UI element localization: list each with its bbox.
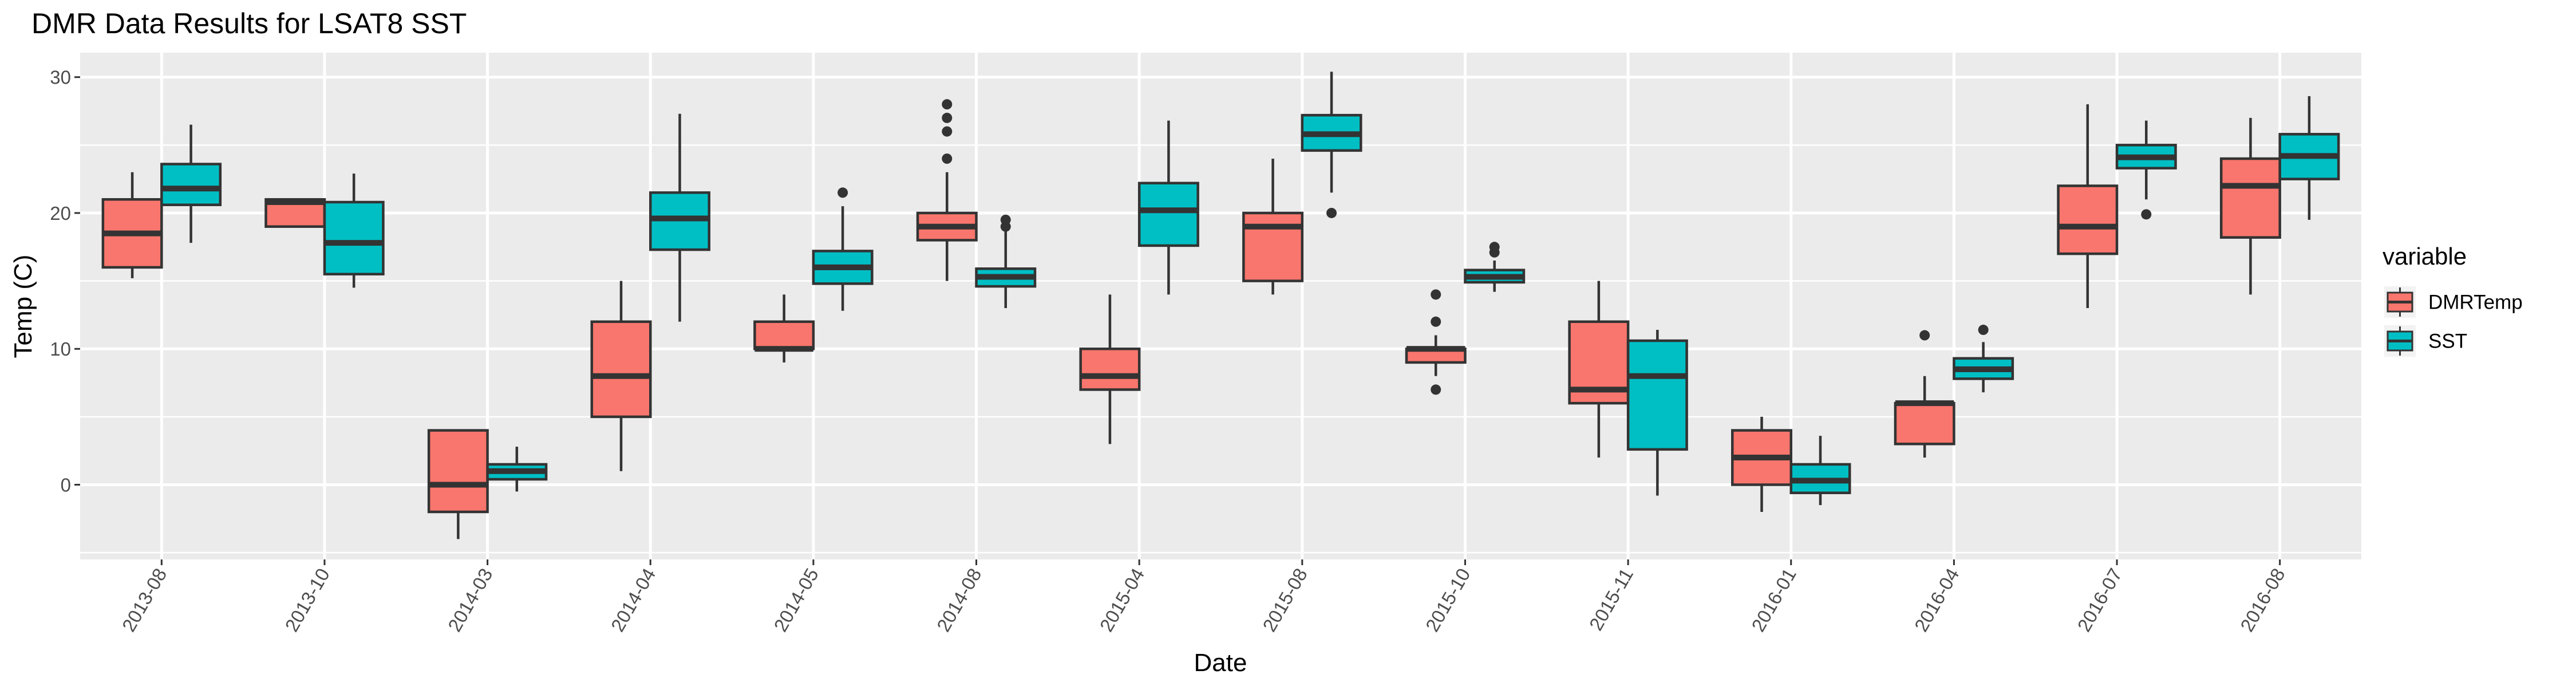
- outlier-point: [837, 187, 848, 198]
- box-dmrtemp-2014-05: [753, 294, 815, 362]
- box-dmrtemp-2015-08: [1242, 159, 1304, 295]
- box-dmrtemp-2016-08: [2219, 117, 2281, 295]
- outlier-point: [1000, 214, 1011, 225]
- box-body: [1894, 401, 1955, 445]
- boxes: [101, 72, 2340, 539]
- outlier-point: [942, 99, 953, 110]
- box-sst-2014-08: [975, 214, 1037, 309]
- x-tick-label: 2016-04: [1910, 565, 1963, 635]
- y-tick-label: 30: [50, 67, 71, 88]
- x-tick-label: 2015-04: [1096, 565, 1149, 635]
- x-tick-label: 2014-04: [607, 565, 660, 635]
- box-dmrtemp-2015-10: [1405, 289, 1467, 395]
- legend-title: variable: [2383, 243, 2467, 270]
- box-sst-2016-07: [2115, 120, 2177, 220]
- outlier-point: [2141, 209, 2152, 220]
- box-body: [753, 320, 815, 350]
- x-axis-title: Date: [1194, 649, 1247, 677]
- box-sst-2015-08: [1301, 72, 1362, 218]
- x-tick-label: 2016-08: [2236, 565, 2289, 635]
- box-body: [1079, 347, 1141, 391]
- chart-title: DMR Data Results for LSAT8 SST: [31, 7, 467, 40]
- y-tick-label: 0: [61, 475, 71, 496]
- box-dmrtemp-2014-04: [590, 281, 652, 471]
- box-sst-2013-10: [323, 174, 385, 288]
- box-sst-2016-04: [1953, 325, 2014, 393]
- box-dmrtemp-2015-04: [1079, 294, 1141, 444]
- box-dmrtemp-2014-03: [427, 429, 489, 539]
- legend-label: DMRTemp: [2428, 291, 2523, 314]
- legend-item-dmrtemp: DMRTemp: [2384, 286, 2523, 318]
- box-body: [323, 200, 385, 275]
- box-body: [160, 163, 222, 206]
- y-tick-label: 20: [50, 203, 71, 224]
- x-tick-label: 2014-08: [933, 565, 986, 635]
- y-tick-label: 10: [50, 338, 71, 360]
- box-dmrtemp-2014-08: [916, 99, 978, 281]
- box-sst-2015-04: [1137, 120, 1199, 295]
- box-body: [2057, 184, 2119, 255]
- box-sst-2014-04: [649, 113, 710, 322]
- x-tick-label: 2013-08: [118, 565, 171, 635]
- outlier-point: [942, 112, 953, 123]
- box-sst-2014-05: [812, 187, 874, 311]
- x-tick-label: 2015-08: [1258, 565, 1311, 635]
- x-tick-label: 2014-05: [769, 565, 823, 635]
- box-sst-2016-08: [2278, 96, 2340, 220]
- box-body: [1242, 211, 1304, 282]
- outlier-point: [1919, 330, 1930, 341]
- outlier-point: [1489, 242, 1500, 253]
- outlier-point: [942, 153, 953, 164]
- x-tick-label: 2016-07: [2073, 565, 2127, 635]
- legend-label: SST: [2428, 330, 2467, 353]
- grid-minor: [80, 144, 2361, 554]
- box-dmrtemp-2016-01: [1731, 416, 1792, 512]
- box-sst-2014-03: [486, 447, 548, 492]
- legend: variable DMRTemp SST: [2383, 243, 2523, 357]
- box-body: [1137, 182, 1199, 247]
- box-body: [590, 320, 652, 419]
- box-dmrtemp-2016-07: [2057, 104, 2119, 309]
- x-tick-label: 2014-03: [444, 565, 497, 635]
- legend-item-sst: SST: [2384, 325, 2467, 357]
- x-axis: 2013-08 2013-10 2014-03 2014-04 2014-05 2014-…: [118, 559, 2289, 635]
- outlier-point: [1431, 384, 1441, 395]
- outlier-point: [1431, 316, 1441, 327]
- outlier-point: [1326, 207, 1337, 218]
- x-tick-label: 2015-11: [1585, 565, 1637, 634]
- box-body: [2219, 157, 2281, 239]
- box-sst-2015-10: [1464, 242, 1526, 292]
- box-dmrtemp-2015-11: [1568, 281, 1630, 458]
- box-body: [1626, 339, 1688, 451]
- box-dmrtemp-2016-04: [1894, 330, 1955, 458]
- x-tick-label: 2013-10: [280, 565, 334, 635]
- outlier-point: [942, 126, 953, 137]
- box-dmrtemp-2013-10: [264, 198, 326, 228]
- y-axis-title: Temp (C): [9, 255, 37, 358]
- x-tick-label: 2015-10: [1421, 565, 1475, 635]
- outlier-point: [1431, 289, 1441, 300]
- box-dmrtemp-2013-08: [101, 172, 163, 278]
- y-axis: 0 10 20 30: [50, 67, 80, 496]
- box-sst-2013-08: [160, 124, 222, 243]
- box-body: [427, 429, 489, 514]
- box-sst-2016-01: [1789, 436, 1851, 506]
- box-sst-2015-11: [1626, 330, 1688, 496]
- outlier-point: [1978, 325, 1989, 336]
- x-tick-label: 2016-01: [1747, 565, 1800, 635]
